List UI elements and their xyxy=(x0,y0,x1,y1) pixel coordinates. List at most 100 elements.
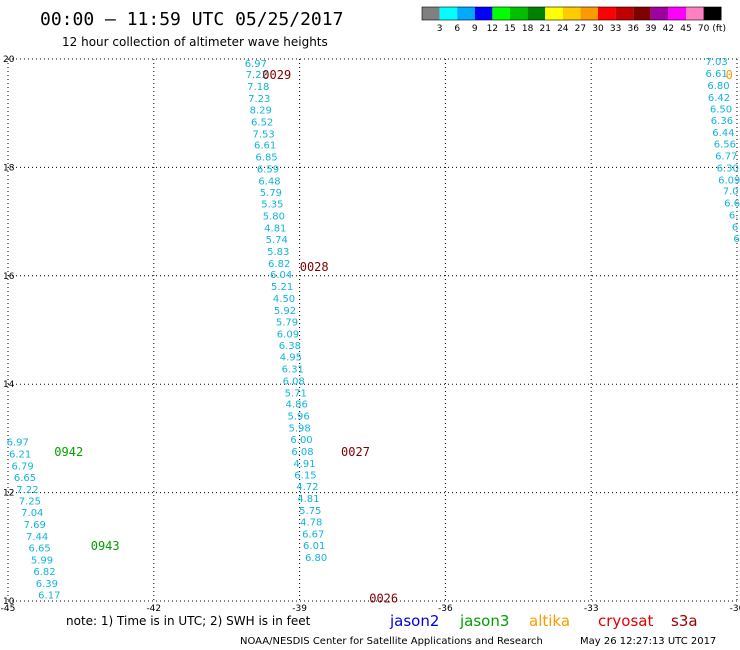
color-key-swatch xyxy=(474,7,493,20)
wave-height-label: 6.77 xyxy=(715,151,737,162)
color-key-label: 18 xyxy=(522,24,534,34)
color-key-swatch xyxy=(457,7,475,20)
color-key-label: 45 xyxy=(680,24,691,34)
color-key-swatch xyxy=(439,7,458,20)
wave-height-label: 5.71 xyxy=(285,388,307,399)
color-key-swatch xyxy=(668,7,686,20)
wave-height-label: 6.08 xyxy=(291,447,313,458)
wave-height-label: 6.09 xyxy=(718,175,740,186)
wave-height-label: 6.61 xyxy=(705,69,727,80)
wave-height-label: 6.65 xyxy=(28,543,50,554)
color-key-swatch xyxy=(598,7,616,20)
wave-height-label: 7.03 xyxy=(705,57,727,68)
generated-timestamp: May 26 12:27:13 UTC 2017 xyxy=(580,636,716,647)
color-key: 3 6 9 12 15 18 21 24 27 30 33 36 39 42 45 70 (ft) xyxy=(421,6,726,34)
wave-height-label: 6.52 xyxy=(251,117,273,128)
wave-height-label: 6.67 xyxy=(302,529,324,540)
y-tick-label: 14 xyxy=(3,380,15,390)
chart-title: 00:00 – 11:59 UTC 05/25/2017 xyxy=(40,9,343,30)
color-key-swatch xyxy=(703,7,722,20)
pass-label: 0028 xyxy=(300,260,329,274)
satellite-legend-cryosat: cryosat xyxy=(598,612,653,630)
wave-height-label: 5.92 xyxy=(274,306,296,317)
wave-height-label: 4.78 xyxy=(300,517,322,528)
color-key-border xyxy=(421,6,722,21)
x-tick-label: -39 xyxy=(292,604,307,614)
wave-height-label: 6.17 xyxy=(38,590,60,601)
color-key-swatch xyxy=(650,7,669,20)
wave-height-label: 6.82 xyxy=(268,259,290,270)
color-key-label: 9 xyxy=(472,24,478,34)
wave-height-label: 6.01 xyxy=(303,541,325,552)
wave-height-label: 6 xyxy=(733,234,739,245)
wave-height-label: 6.08 xyxy=(283,376,305,387)
color-key-label: 3 xyxy=(437,24,443,34)
units-note: note: 1) Time is in UTC; 2) SWH is in fe… xyxy=(66,614,311,628)
wave-height-label: 6.30 xyxy=(717,163,739,174)
wave-height-label: 7.04 xyxy=(21,508,43,519)
color-key-label: 24 xyxy=(557,24,569,34)
wave-height-label: 7.0 xyxy=(723,187,739,198)
map-grid xyxy=(7,58,738,602)
wave-height-label: 4.86 xyxy=(286,400,308,411)
wave-height-label: 5.79 xyxy=(276,317,298,328)
wave-height-label: 7.44 xyxy=(26,532,48,543)
wave-height-label: 5.21 xyxy=(271,282,293,293)
color-key-swatch xyxy=(422,7,440,20)
wave-height-label: 6.59 xyxy=(257,164,279,175)
color-key-swatch xyxy=(510,7,528,20)
wave-height-label: 6.00 xyxy=(290,435,312,446)
wave-height-label: 5.79 xyxy=(260,188,282,199)
color-key-label: 15 xyxy=(504,24,515,34)
wave-height-label: 6.80 xyxy=(305,553,327,564)
wave-height-label: 6.85 xyxy=(255,153,277,164)
wave-height-label: 6.79 xyxy=(11,462,33,473)
color-key-swatch xyxy=(562,7,581,20)
color-key-swatch xyxy=(615,7,634,20)
wave-height-label: 4.81 xyxy=(297,494,319,505)
y-tick-label: 16 xyxy=(3,272,15,282)
wave-height-label: 6.38 xyxy=(279,341,301,352)
wave-height-label: 6.36 xyxy=(711,116,733,127)
x-tick-label: -36 xyxy=(438,604,453,614)
credit-line: NOAA/NESDIS Center for Satellite Applica… xyxy=(240,636,543,647)
y-tick-label: 20 xyxy=(3,55,15,65)
satellite-legend-s3a: s3a xyxy=(671,612,698,630)
wave-height-label: 7.69 xyxy=(24,520,46,531)
color-key-swatch xyxy=(527,7,546,20)
color-key-label: 30 xyxy=(592,24,604,34)
axis-ticks: -45 -42 -39 -36 -33 -30 20 18 16 14 12 10 xyxy=(1,55,740,614)
wave-height-label: 7.18 xyxy=(247,82,269,93)
wave-height-label: 6.61 xyxy=(254,141,276,152)
color-key-label: 27 xyxy=(575,24,586,34)
wave-height-label: 6.56 xyxy=(714,140,736,151)
color-key-label: 36 xyxy=(627,24,639,34)
wave-height-label: 7.53 xyxy=(253,129,275,140)
pass-label: 0943 xyxy=(91,539,120,553)
pass-label: 0029 xyxy=(262,68,291,82)
x-tick-label: -33 xyxy=(584,604,599,614)
wave-height-label: 6 xyxy=(732,222,738,233)
pass-label: 0026 xyxy=(369,592,398,606)
wave-height-label: 6.44 xyxy=(712,128,734,139)
wave-height-label: 4.81 xyxy=(264,224,286,235)
color-key-label: 39 xyxy=(645,24,657,34)
wave-height-label: 7.23 xyxy=(248,94,270,105)
wave-height-label: 5.96 xyxy=(287,412,309,423)
wave-height-label: 6.09 xyxy=(277,329,299,340)
color-key-label: 12 xyxy=(487,24,498,34)
wave-height-label: 6.6 xyxy=(724,199,740,210)
color-key-swatch xyxy=(686,7,704,20)
wave-height-label: 6.48 xyxy=(258,176,280,187)
color-key-label: 21 xyxy=(539,24,550,34)
wave-height-values: 6.977.227.187.238.296.527.536.616.856.59… xyxy=(7,57,740,601)
satellite-legend-jason3: jason3 xyxy=(459,612,509,630)
pass-label: 0942 xyxy=(54,445,83,459)
wave-height-label: 6.15 xyxy=(294,471,316,482)
pass-labels: 0029 0028 0027 0026 0942 0943 0 xyxy=(54,68,733,606)
wave-height-label: 6.80 xyxy=(707,81,729,92)
pass-label: 0027 xyxy=(341,445,370,459)
wave-height-label: 5.74 xyxy=(266,235,288,246)
